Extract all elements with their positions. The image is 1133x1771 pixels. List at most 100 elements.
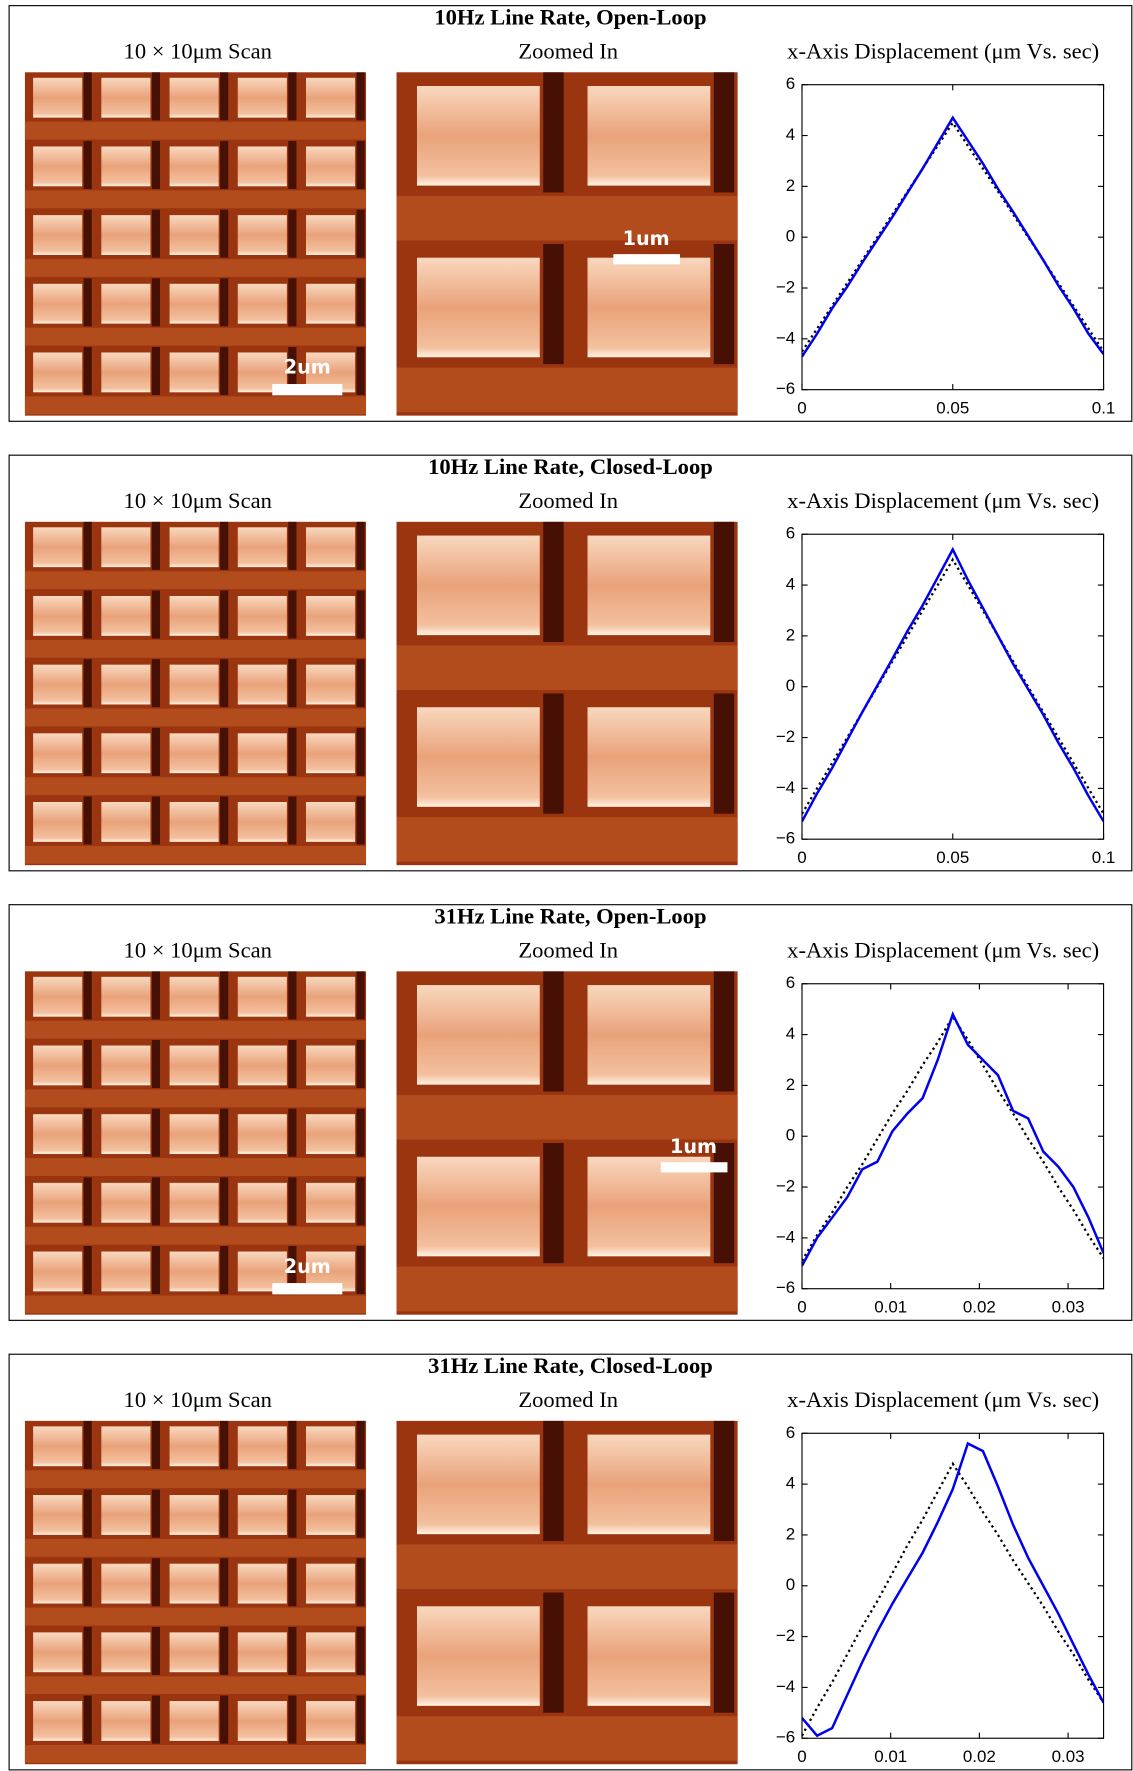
image-gap bbox=[152, 347, 160, 395]
y-tick-label: 0 bbox=[786, 227, 795, 246]
image-gap bbox=[220, 1040, 228, 1088]
image-cell bbox=[238, 733, 287, 773]
image-band bbox=[397, 1544, 738, 1589]
chart-title: x-Axis Displacement (μm Vs. sec) bbox=[787, 488, 1099, 513]
image-cell bbox=[588, 707, 711, 807]
image-gap bbox=[714, 1421, 734, 1541]
scan-caption: 10 × 10μm Scan bbox=[124, 1387, 272, 1412]
x-tick-label: 0.02 bbox=[963, 1297, 996, 1316]
image-gap bbox=[356, 72, 364, 120]
image-gap bbox=[288, 728, 296, 776]
image-gap bbox=[152, 796, 160, 844]
image-gap bbox=[356, 1177, 364, 1225]
plot bbox=[802, 118, 1104, 357]
image-cell bbox=[306, 596, 355, 636]
image-gap bbox=[288, 522, 296, 570]
series-line bbox=[802, 560, 1104, 814]
image-gap bbox=[356, 1040, 364, 1088]
image-gap bbox=[84, 72, 92, 120]
scale-bar bbox=[272, 1283, 342, 1294]
image-cell bbox=[417, 1435, 540, 1535]
image-gap bbox=[220, 728, 228, 776]
scan-caption: 10 × 10μm Scan bbox=[124, 488, 272, 513]
image-cell bbox=[306, 215, 355, 255]
image-cell bbox=[33, 146, 82, 186]
image-cell bbox=[306, 146, 355, 186]
image-gap bbox=[356, 141, 364, 189]
image-gap bbox=[84, 1558, 92, 1606]
image-cell bbox=[33, 1495, 82, 1535]
image-cell bbox=[417, 707, 540, 807]
panel-title: 10Hz Line Rate, Closed-Loop bbox=[428, 454, 713, 479]
image-gap bbox=[220, 659, 228, 707]
image-gap bbox=[84, 659, 92, 707]
image-cell bbox=[101, 1701, 150, 1741]
image-gap bbox=[152, 1490, 160, 1538]
image-band bbox=[25, 259, 366, 277]
image-cell bbox=[33, 1564, 82, 1604]
image-gap bbox=[152, 1627, 160, 1675]
image-gap bbox=[220, 347, 228, 395]
image-gap bbox=[220, 1696, 228, 1744]
image-gap bbox=[543, 693, 563, 813]
image-gap bbox=[152, 1558, 160, 1606]
image-gap bbox=[288, 971, 296, 1019]
image-cell bbox=[306, 977, 355, 1017]
panel-title: 10Hz Line Rate, Open-Loop bbox=[434, 4, 706, 29]
image-band bbox=[25, 1539, 366, 1557]
image-cell bbox=[101, 802, 150, 842]
image-cell bbox=[588, 258, 711, 358]
image-cell bbox=[306, 1183, 355, 1223]
image-cell bbox=[33, 352, 82, 392]
x-tick-label: 0.05 bbox=[936, 848, 969, 867]
image-cell bbox=[33, 1426, 82, 1466]
image-cell bbox=[101, 1632, 150, 1672]
series-line bbox=[802, 1443, 1104, 1735]
image-gap bbox=[356, 659, 364, 707]
image-cell bbox=[170, 78, 219, 118]
image-gap bbox=[288, 1109, 296, 1157]
image-cell bbox=[306, 78, 355, 118]
scan-caption: 10 × 10μm Scan bbox=[124, 38, 272, 63]
image-gap bbox=[84, 1627, 92, 1675]
image-cell bbox=[238, 527, 287, 567]
image-cell bbox=[170, 1046, 219, 1086]
plot bbox=[802, 1443, 1104, 1735]
image-gap bbox=[152, 971, 160, 1019]
axes-frame bbox=[802, 984, 1104, 1289]
figure: 10Hz Line Rate, Open-Loop10 × 10μm ScanZ… bbox=[0, 0, 1133, 1771]
image-gap bbox=[543, 1421, 563, 1541]
image-cell bbox=[238, 665, 287, 705]
image-gap bbox=[714, 1143, 734, 1263]
image-cell bbox=[33, 284, 82, 324]
image-gap bbox=[220, 141, 228, 189]
image-gap bbox=[356, 1627, 364, 1675]
scale-bar bbox=[661, 1162, 728, 1172]
image-cell bbox=[306, 802, 355, 842]
image-gap bbox=[543, 1143, 563, 1263]
image-gap bbox=[152, 590, 160, 638]
panel-title: 31Hz Line Rate, Open-Loop bbox=[434, 903, 706, 928]
image-cell bbox=[417, 1157, 540, 1257]
image-gap bbox=[356, 971, 364, 1019]
y-tick-label: −4 bbox=[776, 328, 795, 347]
image-cell bbox=[170, 1252, 219, 1292]
image-cell bbox=[238, 1701, 287, 1741]
image-cell bbox=[101, 1046, 150, 1086]
image-band bbox=[25, 1089, 366, 1107]
plot bbox=[802, 549, 1104, 821]
image-band bbox=[25, 122, 366, 140]
image-band bbox=[25, 1227, 366, 1245]
image-cell bbox=[170, 352, 219, 392]
chart-title: x-Axis Displacement (μm Vs. sec) bbox=[787, 937, 1099, 962]
image-band bbox=[25, 1295, 366, 1313]
y-tick-label: 4 bbox=[786, 1474, 795, 1493]
image-gap bbox=[152, 72, 160, 120]
image-cell bbox=[306, 284, 355, 324]
x-tick-label: 0.05 bbox=[936, 398, 969, 417]
image-cell bbox=[101, 1114, 150, 1154]
image-gap bbox=[220, 1558, 228, 1606]
image-gap bbox=[220, 210, 228, 258]
image-cell bbox=[170, 527, 219, 567]
y-tick-label: 6 bbox=[786, 74, 795, 93]
